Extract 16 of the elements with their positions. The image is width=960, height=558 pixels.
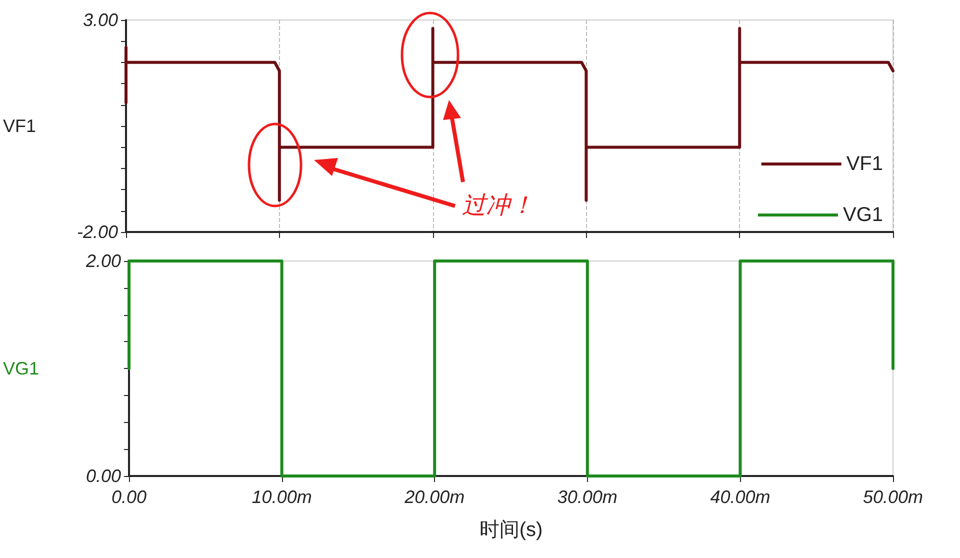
x-axis-title: 时间(s) <box>479 519 543 541</box>
y-tick-label: -2.00 <box>76 222 118 242</box>
y-axis-title: VG1 <box>2 358 40 378</box>
x-tick-label: 30.00m <box>557 487 618 507</box>
y-tick-label: 3.00 <box>82 10 118 30</box>
x-tick-label: 10.00m <box>252 487 312 507</box>
x-tick-label: 40.00m <box>710 487 770 507</box>
x-tick-label: 20.00m <box>404 487 465 507</box>
annotation: 过冲！ <box>462 191 534 219</box>
x-tick-label: 50.00m <box>862 487 924 507</box>
legend-label: VG1 <box>842 204 884 226</box>
y-tick-label: 2.00 <box>84 251 122 271</box>
legend-label: VF1 <box>846 153 884 175</box>
y-axis-title: VF1 <box>2 116 36 136</box>
x-tick-label: 0.00 <box>111 487 147 507</box>
y-tick-label: 0.00 <box>86 466 122 486</box>
